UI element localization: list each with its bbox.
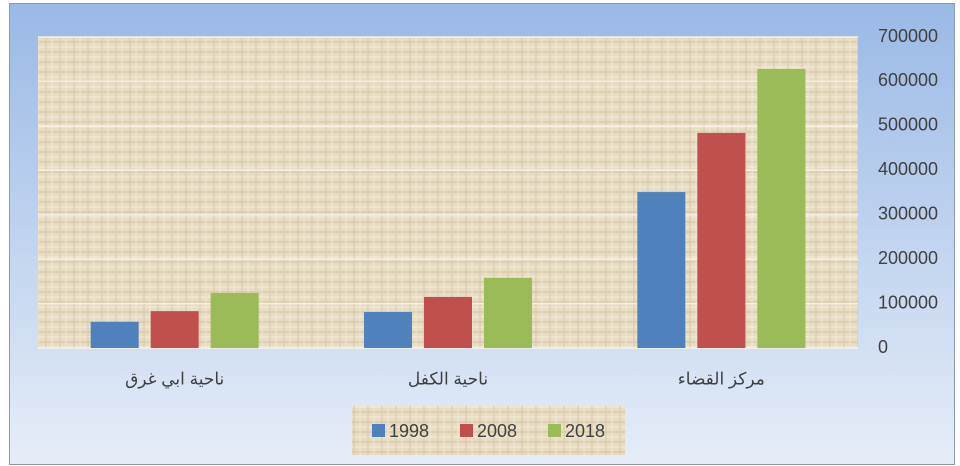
bar bbox=[150, 311, 199, 348]
x-tick-label: ناحية الكفل bbox=[408, 369, 488, 388]
bar bbox=[757, 68, 806, 348]
legend-label: 2018 bbox=[565, 421, 605, 441]
bar bbox=[484, 277, 532, 348]
bar bbox=[424, 296, 472, 348]
bar bbox=[210, 292, 259, 348]
legend-label: 2008 bbox=[477, 421, 517, 441]
bar bbox=[637, 192, 686, 348]
legend-swatch bbox=[460, 424, 473, 437]
x-tick-label: مركز القضاء bbox=[678, 369, 765, 389]
legend-box bbox=[352, 406, 625, 455]
y-tick-label: 300000 bbox=[878, 203, 938, 223]
y-tick-label: 0 bbox=[878, 337, 888, 357]
y-tick-label: 400000 bbox=[878, 159, 938, 179]
x-tick-label: ناحية ابي غرق bbox=[125, 369, 224, 389]
legend-swatch bbox=[372, 424, 385, 437]
legend-swatch bbox=[548, 424, 561, 437]
y-tick-label: 700000 bbox=[878, 26, 938, 46]
y-tick-label: 100000 bbox=[878, 292, 938, 312]
y-tick-label: 200000 bbox=[878, 248, 938, 268]
bar bbox=[697, 132, 746, 348]
bar bbox=[364, 312, 412, 348]
bar bbox=[90, 321, 139, 348]
y-tick-label: 600000 bbox=[878, 70, 938, 90]
y-tick-label: 500000 bbox=[878, 115, 938, 135]
legend-label: 1998 bbox=[389, 421, 429, 441]
